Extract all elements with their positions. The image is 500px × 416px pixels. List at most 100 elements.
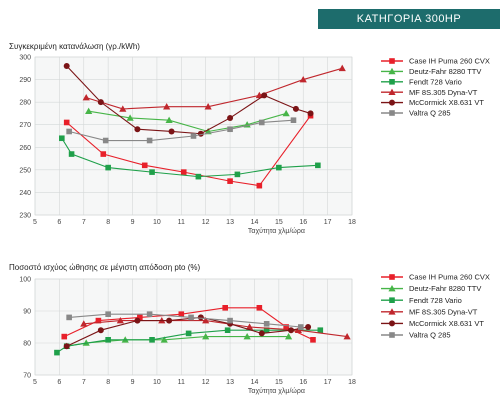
- chart1-series-line-2: [61, 137, 318, 178]
- chart2-xtick-label: 5: [33, 379, 37, 386]
- chart1-xtick-label: 14: [251, 219, 259, 226]
- chart1-data-point: [282, 109, 290, 117]
- chart1-xaxis-label: Ταχύτητα χλμ/ώρα: [248, 227, 305, 235]
- chart1-data-point: [168, 128, 175, 135]
- chart1-legend-label: Case IH Puma 260 CVX: [409, 57, 490, 66]
- chart1-xtick-label: 10: [153, 219, 161, 226]
- chart2-data-point: [222, 305, 228, 311]
- chart1-ytick-label: 270: [19, 122, 31, 129]
- chart2-xtick-label: 16: [299, 379, 307, 386]
- chart2-data-point: [54, 349, 60, 356]
- chart1-ytick-label: 230: [19, 213, 31, 220]
- chart1-legend-marker: [389, 99, 395, 106]
- chart1-data-point: [234, 171, 241, 178]
- chart1-data-point: [204, 103, 212, 110]
- chart1-xtick-label: 8: [106, 219, 110, 226]
- chart2-data-point: [149, 337, 155, 343]
- chart1-legend-marker: [389, 58, 395, 64]
- chart1-data-point: [290, 117, 297, 123]
- chart1-data-point: [180, 169, 187, 175]
- chart2-data-point: [285, 333, 293, 340]
- chart2-data-point: [258, 330, 265, 337]
- chart2-legend-label: Case IH Puma 260 CVX: [409, 273, 490, 282]
- chart2-data-point: [82, 339, 90, 346]
- chart1-data-point: [338, 64, 346, 72]
- chart1-xtick-label: 6: [57, 219, 61, 226]
- chart2-data-point: [80, 320, 88, 327]
- chart1-xtick-label: 15: [275, 219, 283, 226]
- chart1-data-point: [68, 151, 75, 157]
- chart1-xtick-label: 11: [178, 219, 185, 226]
- chart1-data-point: [276, 164, 282, 171]
- chart2-xtick-label: 7: [82, 379, 86, 386]
- chart1-data-point: [227, 178, 233, 184]
- chart2-data-point: [178, 311, 185, 317]
- chart1-data-point: [141, 162, 148, 169]
- chart1-data-point: [261, 92, 268, 99]
- chart1-data-point: [315, 162, 321, 169]
- chart2-legend-label: MF 8S.305 Dyna-VT: [409, 307, 478, 316]
- chart1-data-point: [195, 173, 202, 180]
- chart2-data-point: [146, 311, 153, 317]
- chart1-data-point: [119, 105, 127, 112]
- chart1-ytick-label: 260: [19, 145, 31, 152]
- chart2-data-point: [116, 317, 124, 324]
- chart1-data-point: [134, 126, 141, 133]
- chart1-data-point: [102, 137, 109, 144]
- chart1-xtick-label: 9: [131, 219, 135, 226]
- chart2-data-point: [95, 317, 102, 324]
- chart2-data-point: [134, 317, 141, 324]
- chart2-data-point: [227, 317, 233, 324]
- chart2-data-point: [185, 330, 192, 337]
- chart2-xaxis-label: Ταχύτητα χλμ/ώρα: [248, 387, 305, 395]
- chart1-legend-marker: [389, 79, 395, 85]
- chart2-legend-marker: [388, 308, 396, 315]
- chart2-series-line-2: [56, 329, 321, 354]
- chart2-xtick-label: 6: [57, 379, 61, 386]
- chart2-data-point: [197, 314, 204, 321]
- chart2-legend-label: Deutz-Fahr 8280 TTV: [409, 284, 481, 293]
- chart2-xtick-label: 10: [153, 379, 161, 386]
- chart2-data-point: [243, 333, 251, 340]
- chart1-legend-label: Valtra Q 285: [409, 109, 451, 118]
- chart1-data-point: [66, 128, 72, 135]
- chart2-data-point: [310, 337, 316, 343]
- chart1-xtick-label: 5: [33, 219, 37, 226]
- chart2-data-point: [288, 327, 295, 334]
- chart1-legend-marker: [389, 110, 395, 116]
- chart1-data-point: [165, 116, 173, 123]
- chart1-legend-marker: [388, 67, 396, 75]
- chart2-data-point: [105, 311, 111, 317]
- chart1-xtick-label: 18: [348, 219, 356, 226]
- chart2-series-line-0: [64, 307, 314, 341]
- chart1-data-point: [63, 63, 70, 70]
- chart2-xtick-label: 8: [106, 379, 110, 386]
- chart1-data-point: [163, 103, 171, 110]
- chart1-legend-label: McCormick X8.631 VT: [409, 98, 484, 107]
- chart2-title: Ποσοστό ισχύος ώθησης σε μέγιστη απόδοση…: [9, 263, 201, 272]
- chart2-data-point: [97, 327, 104, 334]
- chart2-data-point: [317, 327, 324, 333]
- chart2-xtick-label: 18: [348, 379, 356, 386]
- chart2-data-point: [66, 314, 72, 321]
- chart1-data-point: [97, 99, 104, 106]
- chart1-data-point: [82, 94, 90, 101]
- chart1-title: Συγκεκριμένη κατανάλωση (γρ./kWh): [9, 42, 140, 51]
- chart2-data-point: [202, 317, 210, 324]
- chart2-data-point: [263, 327, 270, 333]
- chart2-xtick-label: 15: [275, 379, 283, 386]
- chart2-legend-label: Fendt 728 Vario: [409, 296, 462, 305]
- chart1-xtick-label: 16: [299, 219, 307, 226]
- chart2-legend-marker: [389, 274, 395, 280]
- chart2-xtick-label: 17: [324, 379, 332, 386]
- chart2-data-point: [137, 314, 143, 321]
- chart2-data-point: [224, 327, 231, 333]
- chart1-data-point: [258, 119, 265, 126]
- chart2-data-point: [202, 333, 210, 340]
- chart2-legend-label: McCormick X8.631 VT: [409, 319, 484, 328]
- chart2-ytick-label: 70: [23, 373, 31, 380]
- chart2-legend-marker: [388, 285, 396, 292]
- chart1-legend-label: Deutz-Fahr 8280 TTV: [409, 67, 481, 76]
- chart2-data-point: [263, 321, 270, 327]
